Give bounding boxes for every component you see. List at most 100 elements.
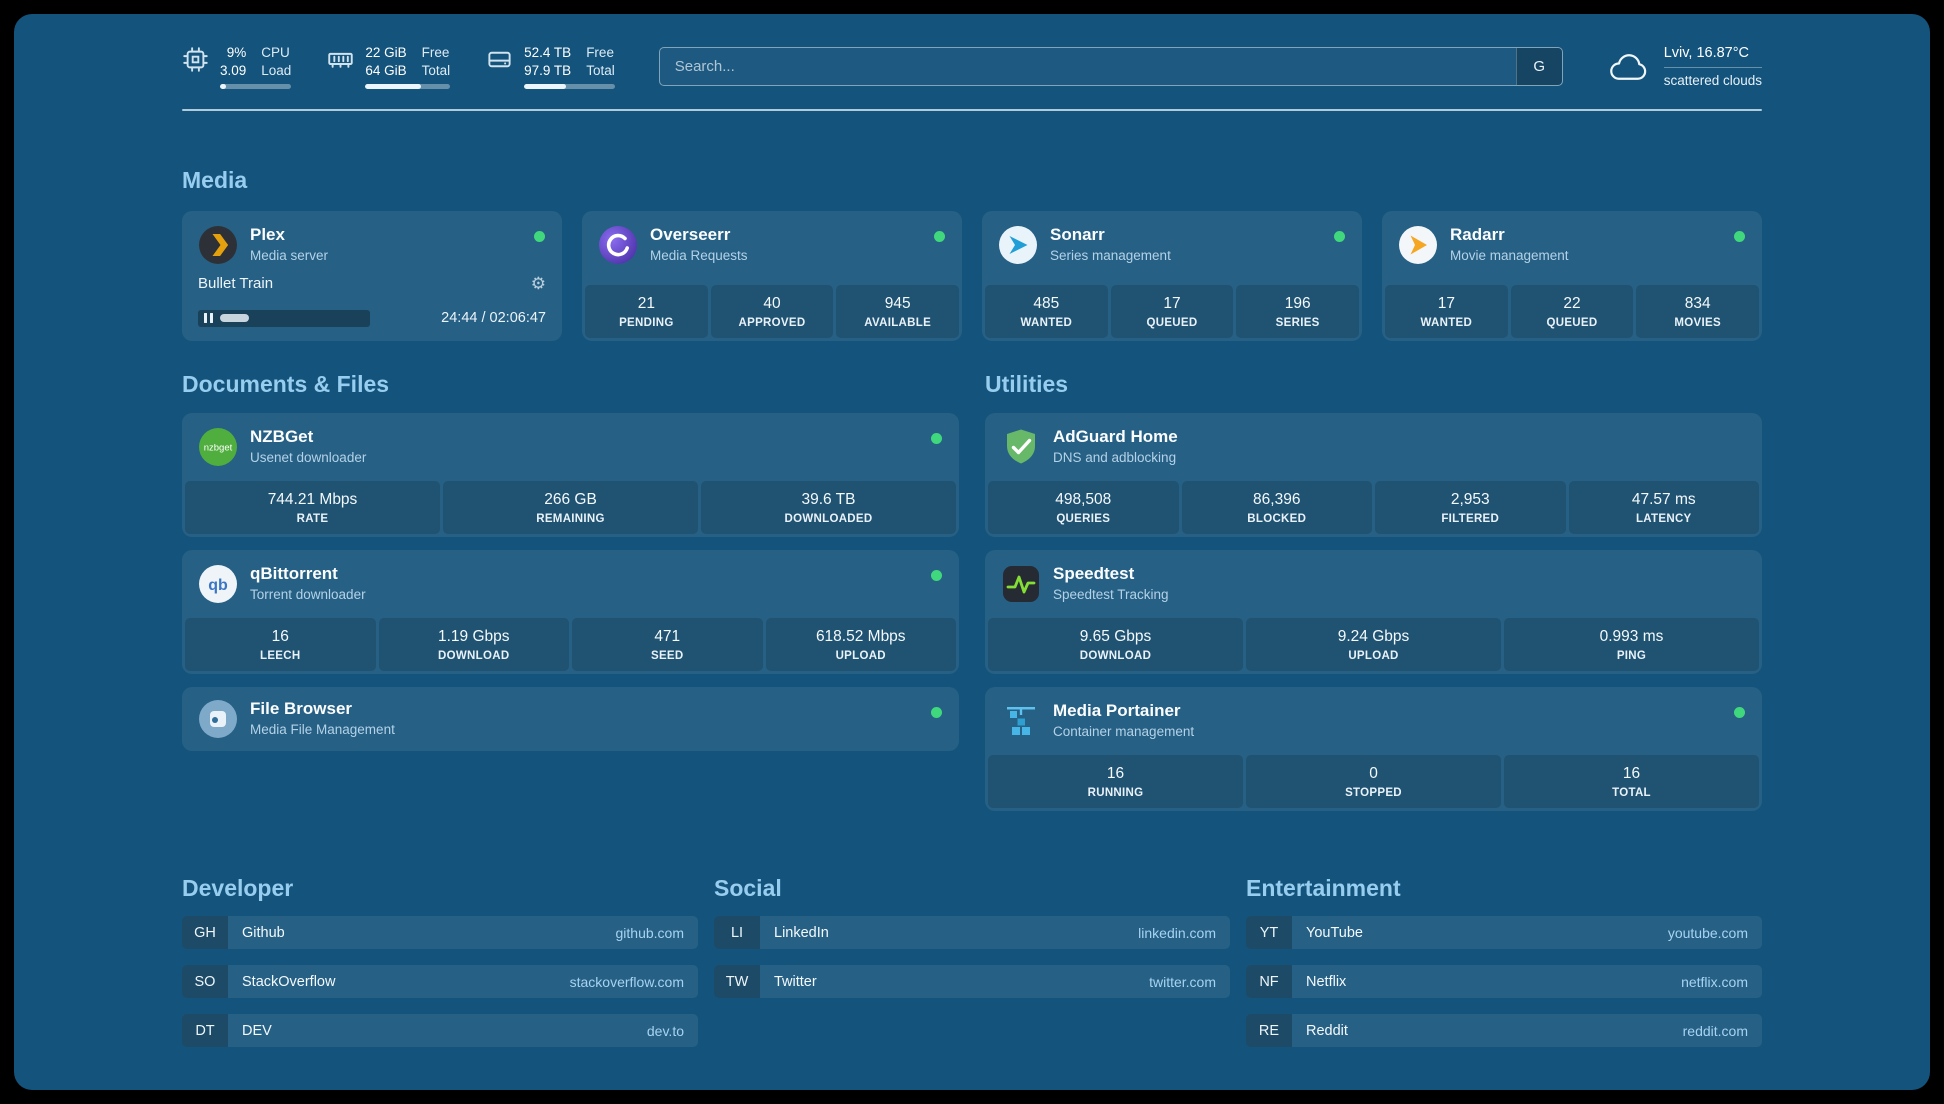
stat-label: BLOCKED xyxy=(1247,512,1307,525)
documents-section-title: Documents & Files xyxy=(182,370,390,397)
stat-label: TOTAL xyxy=(1612,786,1651,799)
plex-icon xyxy=(199,225,237,264)
search-input[interactable] xyxy=(659,48,1516,86)
adguard-card[interactable]: AdGuard Home DNS and adblocking 498,508 … xyxy=(985,412,1762,537)
bookmark-name: YouTube xyxy=(1306,924,1363,941)
speedtest-icon xyxy=(1003,565,1039,602)
bookmark-abbr: NF xyxy=(1246,965,1292,999)
gear-icon[interactable]: ⚙ xyxy=(530,273,546,293)
stat-value: 0.993 ms xyxy=(1599,627,1664,645)
nzbget-name: NZBGet xyxy=(250,426,314,446)
sonarr-status-dot xyxy=(1334,230,1345,242)
bookmark-twitter[interactable]: TW Twitter twitter.com xyxy=(714,965,1230,999)
stat-value: 945 xyxy=(884,294,911,312)
speedtest-name: Speedtest xyxy=(1053,563,1135,583)
bookmark-dev[interactable]: DT DEV dev.to xyxy=(182,1014,698,1048)
plex-progress-track[interactable] xyxy=(198,309,370,327)
stat-label: RATE xyxy=(296,512,329,525)
adguard-icon xyxy=(1007,429,1035,464)
search-provider-button[interactable]: G xyxy=(1515,48,1562,86)
cpu-percent: 9% xyxy=(226,45,247,61)
stat-box: 196 SERIES xyxy=(1236,284,1359,338)
nzbget-card[interactable]: nzbget NZBGet Usenet downloader 744.21 M… xyxy=(182,412,959,537)
speedtest-card[interactable]: Speedtest Speedtest Tracking 9.65 Gbps D… xyxy=(985,549,1762,674)
radarr-icon xyxy=(1399,225,1437,264)
stat-box: 618.52 Mbps UPLOAD xyxy=(765,617,956,671)
qbittorrent-card[interactable]: qb qBittorrent Torrent downloader 16 xyxy=(182,549,959,674)
plex-card[interactable]: Plex Media server Bullet Train ⚙ xyxy=(182,210,562,341)
plex-now-playing: Bullet Train xyxy=(198,274,274,292)
bookmark-name: Reddit xyxy=(1306,1022,1348,1039)
stat-box: 834 MOVIES xyxy=(1636,284,1759,338)
bookmark-name: StackOverflow xyxy=(242,973,336,990)
bookmark-netflix[interactable]: NF Netflix netflix.com xyxy=(1246,965,1762,999)
stat-value: 9.24 Gbps xyxy=(1337,627,1410,645)
bookmark-url: twitter.com xyxy=(1149,973,1216,990)
cpu-label: CPU xyxy=(261,45,290,61)
radarr-card[interactable]: Radarr Movie management 17 WANTED 22 QUE… xyxy=(1382,210,1762,341)
bookmark-name: Netflix xyxy=(1306,973,1347,990)
stat-value: 266 GB xyxy=(544,490,597,508)
plex-name: Plex xyxy=(250,224,285,244)
overseerr-name: Overseerr xyxy=(650,224,731,244)
stat-value: 0 xyxy=(1369,764,1378,782)
stat-box: 86,396 BLOCKED xyxy=(1181,480,1372,534)
stat-label: REMAINING xyxy=(536,512,605,525)
filebrowser-name: File Browser xyxy=(250,698,353,718)
stat-box: 17 WANTED xyxy=(1385,284,1508,338)
top-bar: 9% 3.09 CPU Load xyxy=(182,14,1762,90)
svg-text:qb: qb xyxy=(208,577,228,594)
stat-label: STOPPED xyxy=(1345,786,1402,799)
plex-status-dot xyxy=(534,230,545,242)
stat-label: AVAILABLE xyxy=(864,316,932,329)
bookmark-stackoverflow[interactable]: SO StackOverflow stackoverflow.com xyxy=(182,965,698,999)
plex-progress-fill xyxy=(220,314,249,323)
plex-time: 24:44 / 02:06:47 xyxy=(441,310,546,327)
filebrowser-icon xyxy=(199,699,237,738)
portainer-status-dot xyxy=(1734,706,1745,718)
social-section-title: Social xyxy=(714,874,782,901)
stat-box: 485 WANTED xyxy=(985,284,1108,338)
stat-box: 47.57 ms LATENCY xyxy=(1568,480,1759,534)
stat-label: LATENCY xyxy=(1635,512,1692,525)
memory-free-value: 22 GiB xyxy=(365,45,407,61)
stat-value: 21 xyxy=(637,294,655,312)
bookmark-name: LinkedIn xyxy=(774,924,829,941)
overseerr-icon xyxy=(599,225,637,264)
stat-value: 47.57 ms xyxy=(1631,490,1696,508)
bookmark-youtube[interactable]: YT YouTube youtube.com xyxy=(1246,916,1762,950)
sonarr-card[interactable]: Sonarr Series management 485 WANTED 17 Q… xyxy=(982,210,1362,341)
disk-free-value: 52.4 TB xyxy=(524,45,572,61)
speedtest-desc: Speedtest Tracking xyxy=(1053,586,1169,602)
bookmark-url: linkedin.com xyxy=(1138,924,1216,941)
adguard-desc: DNS and adblocking xyxy=(1053,449,1177,465)
bookmark-reddit[interactable]: RE Reddit reddit.com xyxy=(1246,1014,1762,1048)
portainer-card[interactable]: Media Portainer Container management 16 … xyxy=(985,686,1762,811)
bookmark-linkedin[interactable]: LI LinkedIn linkedin.com xyxy=(714,916,1230,950)
section-media: Media Plex Media server xyxy=(182,167,1762,341)
stat-box: 9.24 Gbps UPLOAD xyxy=(1246,617,1501,671)
pause-icon[interactable] xyxy=(204,313,213,324)
stat-box: 2,953 FILTERED xyxy=(1375,480,1566,534)
utilities-section-title: Utilities xyxy=(985,370,1069,397)
stat-value: 196 xyxy=(1284,294,1311,312)
stat-label: DOWNLOADED xyxy=(784,512,873,525)
filebrowser-card[interactable]: File Browser Media File Management xyxy=(182,686,959,751)
overseerr-card[interactable]: Overseerr Media Requests 21 PENDING 40 A… xyxy=(582,210,962,341)
cloud-icon xyxy=(1609,53,1646,80)
bookmark-abbr: YT xyxy=(1246,916,1292,950)
stat-box: 16 LEECH xyxy=(185,617,376,671)
portainer-icon xyxy=(1007,706,1035,735)
qbittorrent-icon: qb xyxy=(199,564,237,603)
header-divider xyxy=(182,109,1762,112)
stat-label: DOWNLOAD xyxy=(1079,649,1152,662)
bookmark-name: Twitter xyxy=(774,973,817,990)
qbittorrent-status-dot xyxy=(931,569,942,581)
bookmark-url: stackoverflow.com xyxy=(569,973,684,990)
bookmark-github[interactable]: GH Github github.com xyxy=(182,916,698,950)
stat-value: 39.6 TB xyxy=(801,490,856,508)
radarr-status-dot xyxy=(1734,230,1745,242)
stat-value: 16 xyxy=(1106,764,1125,782)
stat-value: 40 xyxy=(763,294,781,312)
qbittorrent-name: qBittorrent xyxy=(250,563,338,583)
